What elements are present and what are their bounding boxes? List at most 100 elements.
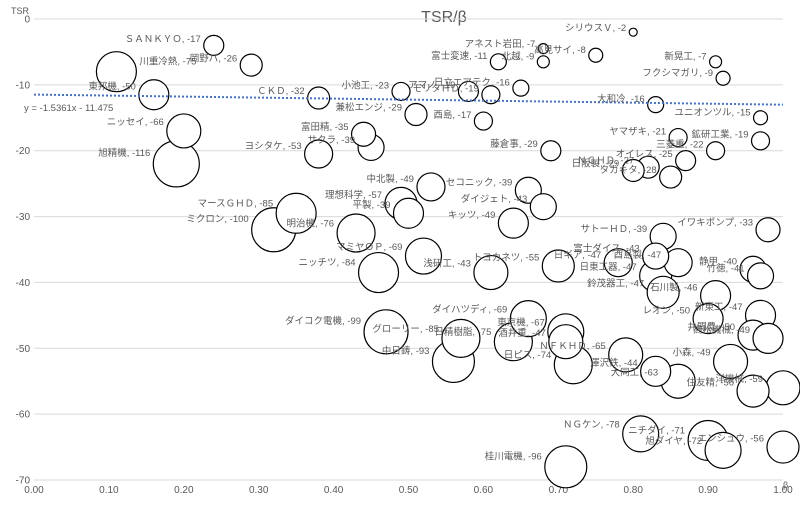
data-label: 明治機, -76 [287,217,335,229]
data-label: 富士変速, -11 [431,50,487,62]
x-tick-label: 1.00 [773,485,793,496]
data-point [357,251,400,294]
data-point [363,309,409,355]
data-label: 北越, -9 [502,51,535,63]
data-label: グローリー, -85 [372,323,439,335]
data-label: セコニック, -39 [446,178,513,189]
data-label: 小森, -49 [673,347,711,359]
data-label: 住友精, -56 [687,376,735,388]
data-point [404,102,428,127]
x-tick-label: 0.50 [399,485,419,496]
data-point [750,131,771,151]
x-tick-label: 0.90 [698,485,718,496]
data-label: 岡野バ, -26 [190,53,238,64]
data-point [708,55,723,69]
data-label: ＳＡＮＫＹＯ, -17 [125,34,201,45]
bubbles [95,27,800,489]
data-label: 酉島, -17 [433,109,471,121]
data-point [166,113,202,149]
data-label: 井関農, -50 [688,321,736,333]
data-label: ＮＧケン, -78 [563,420,620,431]
data-point [536,55,550,69]
data-label: 東京機, -67 [497,317,545,329]
trendline-equation: y = -1.5361x - 11.475 [24,103,113,114]
x-tick-label: 0.10 [99,485,119,496]
data-label: レオン, -50 [643,305,691,316]
data-point [646,275,680,309]
data-label: 三菱重, -22 [656,139,704,151]
x-tick-label: 0.40 [324,485,344,496]
data-point [705,141,726,161]
data-point [752,110,769,126]
data-point [640,355,672,387]
data-point [622,415,660,453]
data-point [473,111,493,131]
data-label: タカキタ, -28 [600,165,657,176]
data-label: 大同工, -63 [611,366,659,378]
data-point [766,430,800,464]
data-point [659,165,683,189]
data-label: トヨカネツ, -55 [473,252,540,263]
data-point [548,324,584,360]
data-point [404,237,443,275]
data-point [608,337,644,373]
x-tick-label: 0.20 [174,485,194,496]
data-label: フクシマガリ, -9 [642,68,713,79]
data-label: サクラ, -39 [308,135,356,146]
data-point [239,53,263,77]
tick-labels: 0 -10 -20 -30 -40 -50 -60 -700.00 0.10 0.20 0.30 0.… [16,15,794,497]
data-label: 桂川電機, -96 [485,450,542,462]
y-tick-label: -50 [16,344,31,355]
data-label: 新晃工, -7 [664,51,706,63]
data-label: オイレス, -25 [616,149,673,160]
x-tick-label: 0.70 [549,485,569,496]
data-label: 東邦機, -50 [88,80,136,92]
data-point [537,43,549,55]
data-label: ＣＫＤ, -32 [257,86,305,97]
data-label: 澤沢鉄, -44 [590,357,638,369]
data-point [416,172,446,202]
y-axis-label: TSR [11,6,30,16]
data-label: 平製, -39 [352,199,390,211]
data-label: エンシュウ, -56 [697,433,764,444]
data-label: 川重冷熱, -75 [139,56,196,68]
data-label: ニッセイ, -66 [107,117,164,128]
data-label: シリウスＶ, -2 [565,23,626,34]
data-label: ニッチツ, -84 [299,258,356,269]
data-point [304,139,334,169]
data-point [350,121,377,147]
data-point [95,51,137,93]
data-label: 洋機械, -59 [715,373,763,385]
data-label: 浅研工, -43 [423,258,471,270]
data-point [457,80,480,103]
data-label: 理想科学, -57 [325,189,382,201]
data-point [588,47,604,63]
data-point [489,53,507,71]
data-label: 高松機械, -49 [693,324,750,336]
data-point [541,249,575,283]
data-point [203,34,225,56]
y-tick-label: -10 [16,80,31,91]
data-point [540,140,562,162]
trendline [33,93,784,106]
data-point [715,70,731,86]
data-label: 静甲, -40 [699,256,737,268]
data-point [704,431,742,469]
data-point [441,318,481,359]
data-point [736,374,770,408]
x-tick-label: 0.30 [249,485,269,496]
data-point [746,262,775,290]
data-point [628,27,638,37]
data-label: 日阪製, -29 [572,158,620,170]
data-label: 鉱研工業, -19 [692,129,749,141]
data-point [712,343,749,380]
y-tick-label: 0 [24,15,30,26]
data-point [152,140,200,188]
data-label: ユニオンツル, -15 [675,107,751,118]
data-point [603,248,633,278]
data-label: アネスト岩田, -7 [465,38,536,50]
data-label: ヨシタケ, -53 [245,141,302,152]
data-point [497,207,529,239]
